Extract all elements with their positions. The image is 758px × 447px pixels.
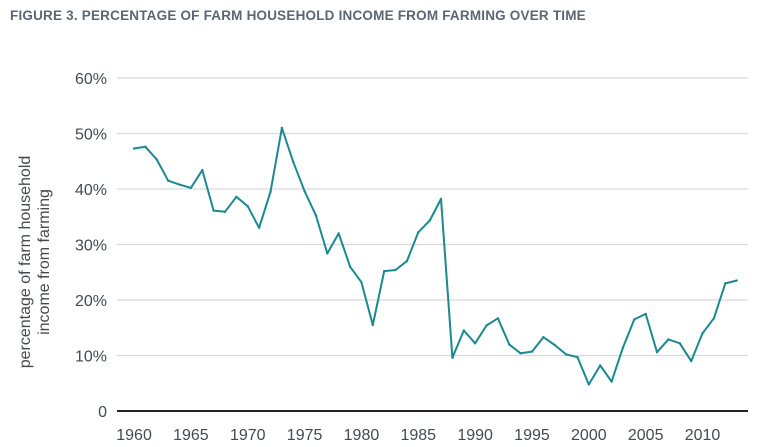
data-point bbox=[144, 145, 147, 148]
data-point bbox=[724, 282, 727, 285]
data-point bbox=[655, 351, 659, 354]
x-tick-label: 1985 bbox=[400, 427, 436, 444]
data-point bbox=[280, 126, 284, 130]
data-point bbox=[599, 364, 602, 367]
x-tick-label: 1980 bbox=[344, 427, 380, 444]
data-point bbox=[292, 160, 295, 163]
data-point bbox=[269, 190, 272, 193]
x-tick-label: 1960 bbox=[116, 427, 152, 444]
data-point bbox=[212, 209, 215, 212]
x-tick-label: 2000 bbox=[571, 427, 607, 444]
gridlines bbox=[117, 77, 748, 357]
data-point bbox=[439, 197, 443, 201]
data-point bbox=[348, 265, 352, 268]
data-point bbox=[223, 210, 227, 213]
x-tick-label: 2005 bbox=[628, 427, 664, 444]
data-point bbox=[246, 205, 249, 208]
data-point bbox=[621, 346, 625, 349]
data-point bbox=[337, 232, 340, 235]
data-point bbox=[189, 186, 193, 190]
data-point bbox=[428, 219, 431, 222]
data-point bbox=[690, 359, 693, 363]
data-point bbox=[462, 329, 465, 332]
y-axis-label-line: percentage of farm household bbox=[17, 156, 34, 369]
y-tick-label: 50% bbox=[75, 127, 107, 144]
x-tick-label: 2010 bbox=[685, 427, 721, 444]
x-tick-label: 1995 bbox=[514, 427, 550, 444]
y-axis-label-line: income from farming bbox=[36, 189, 53, 335]
data-point bbox=[735, 279, 738, 282]
data-point bbox=[473, 342, 477, 345]
data-point bbox=[667, 338, 670, 341]
data-point bbox=[610, 380, 613, 383]
x-tick-label: 1965 bbox=[173, 427, 209, 444]
data-point bbox=[530, 350, 534, 353]
data-point bbox=[257, 226, 261, 229]
data-point bbox=[508, 343, 511, 346]
data-point bbox=[542, 336, 545, 339]
figure-title: FIGURE 3. PERCENTAGE OF FARM HOUSEHOLD I… bbox=[10, 8, 586, 23]
y-axis-tick-labels: 0 10% 20% 30% 40% 50% 60% bbox=[75, 71, 107, 421]
data-point bbox=[405, 259, 409, 263]
data-point bbox=[485, 324, 488, 327]
series-layer bbox=[132, 126, 738, 386]
data-point bbox=[394, 268, 397, 272]
data-point bbox=[303, 190, 306, 193]
data-point bbox=[496, 317, 500, 320]
data-point bbox=[553, 343, 556, 347]
y-tick-label: 60% bbox=[75, 71, 107, 88]
x-tick-label: 1975 bbox=[287, 427, 323, 444]
data-point bbox=[326, 252, 329, 255]
y-tick-label: 30% bbox=[75, 238, 107, 255]
data-point bbox=[314, 214, 318, 217]
data-point bbox=[132, 147, 136, 150]
data-point bbox=[383, 269, 386, 273]
data-point bbox=[417, 231, 420, 234]
y-tick-label: 0 bbox=[98, 404, 107, 421]
data-point bbox=[360, 281, 363, 284]
y-tick-label: 10% bbox=[75, 349, 107, 366]
series-line bbox=[133, 126, 738, 386]
data-point bbox=[576, 356, 579, 359]
data-point bbox=[644, 312, 647, 316]
data-point bbox=[712, 317, 716, 320]
data-point bbox=[451, 356, 454, 359]
y-tick-label: 20% bbox=[75, 293, 107, 310]
data-point bbox=[178, 183, 181, 186]
data-point bbox=[371, 323, 374, 327]
data-point bbox=[587, 383, 590, 386]
data-point bbox=[201, 168, 204, 172]
data-point bbox=[633, 318, 636, 321]
x-tick-label: 1970 bbox=[230, 427, 266, 444]
data-point bbox=[564, 353, 568, 356]
data-point bbox=[167, 179, 170, 182]
y-tick-label: 40% bbox=[75, 182, 107, 199]
data-point bbox=[155, 158, 158, 161]
data-point bbox=[235, 195, 238, 198]
x-axis-tick-labels: 1960 1965 1970 1975 1980 1985 1990 1995 2000 2005… bbox=[116, 427, 720, 444]
data-point bbox=[701, 332, 704, 335]
y-axis-label: percentage of farm household income from … bbox=[17, 156, 53, 369]
data-point bbox=[519, 352, 522, 355]
data-point bbox=[678, 342, 681, 345]
x-tick-label: 1990 bbox=[457, 427, 493, 444]
